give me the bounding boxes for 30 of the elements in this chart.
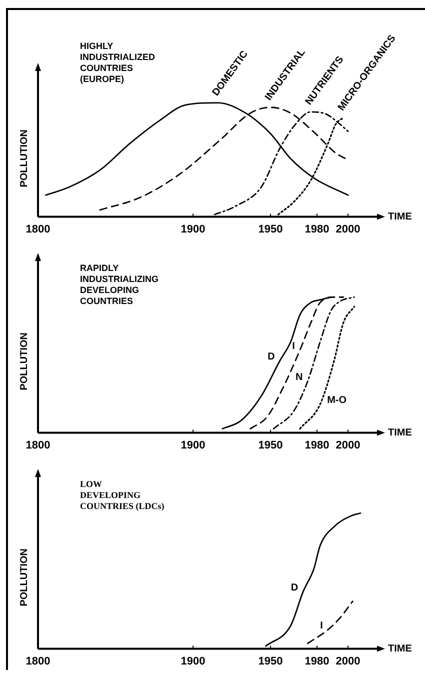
x-tick-label: 2000	[336, 439, 360, 452]
x-tick-label: 1800	[26, 439, 50, 452]
x-tick-label: 1800	[26, 655, 50, 668]
chart-title: LOW DEVELOPING COUNTRIES (LDCs)	[80, 478, 164, 511]
x-tick-label: 1950	[258, 223, 283, 236]
x-tick-label: 1900	[180, 439, 206, 452]
x-axis-title: TIME	[388, 428, 412, 439]
x-tick-label: 1980	[304, 223, 330, 236]
x-tick-label: 1950	[258, 439, 283, 452]
x-tick-label: 1980	[304, 439, 330, 452]
y-axis-title: POLLUTION	[18, 548, 30, 606]
x-tick-label: 1800	[26, 223, 50, 236]
series-label: I	[292, 340, 296, 352]
x-axis-title: TIME	[388, 644, 412, 655]
x-tick-label: 1980	[304, 655, 330, 668]
x-tick-label: 1950	[258, 655, 283, 668]
x-tick-label: 2000	[336, 223, 360, 236]
series-label: I	[320, 620, 324, 632]
y-axis-title: POLLUTION	[18, 130, 30, 188]
chart-title: RAPIDLY INDUSTRIALIZING DEVELOPING COUNTRIES	[80, 262, 158, 306]
series-label: M-O	[327, 395, 347, 406]
y-axis-title: POLLUTION	[18, 332, 30, 390]
series-label: D	[290, 582, 298, 594]
chart-title: HIGHLY INDUSTRIALIZED COUNTRIES (EUROPE)	[80, 40, 156, 84]
x-tick-label: 1900	[180, 655, 206, 668]
series-label: D	[268, 352, 275, 363]
x-tick-label: 2000	[336, 655, 360, 668]
x-axis-title: TIME	[388, 212, 412, 223]
x-tick-label: 1900	[180, 223, 206, 236]
series-label: N	[295, 372, 303, 383]
